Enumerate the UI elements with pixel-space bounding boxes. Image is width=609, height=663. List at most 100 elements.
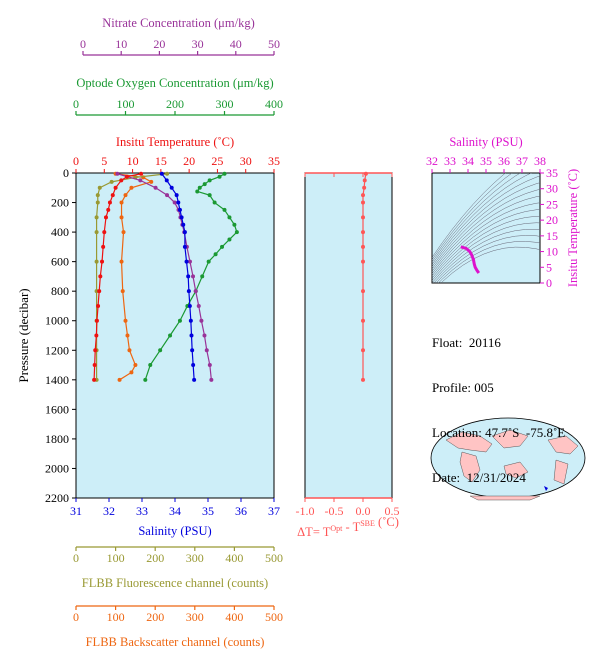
dt-tick-label: -0.5 <box>325 504 344 518</box>
pressure-tick-label: 0 <box>63 166 69 180</box>
density-contour <box>432 202 540 277</box>
dt-tick-label: -1.0 <box>296 504 315 518</box>
fluorescence-tick-label: 100 <box>107 551 125 565</box>
density-contour <box>440 246 540 283</box>
salinity-tick-label: 37 <box>268 504 280 518</box>
salinity-tick-label: 33 <box>136 504 148 518</box>
oxygen-point <box>222 171 227 176</box>
oxygen-point <box>148 363 153 368</box>
temperature-point <box>103 215 108 220</box>
dt-point <box>361 244 365 249</box>
pressure-tick-label: 600 <box>51 255 69 269</box>
ts-temperature-tick-label: 0 <box>546 276 552 290</box>
pressure-tick-label: 1600 <box>45 402 69 416</box>
backscatter-point <box>119 215 124 220</box>
fluorescence-tick-label: 200 <box>146 551 164 565</box>
density-contour <box>432 195 540 275</box>
fluorescence-point <box>165 171 170 176</box>
oxygen-point <box>143 377 148 382</box>
pressure-tick-label: 800 <box>51 284 69 298</box>
nitrate-tick-label: 10 <box>115 37 127 51</box>
pressure-tick-label: 1000 <box>45 314 69 328</box>
oxygen-point <box>197 185 202 190</box>
dt-point <box>361 215 365 220</box>
salinity-tick-label: 31 <box>70 504 82 518</box>
oxygen-point <box>177 318 182 323</box>
temperature-point <box>119 178 124 183</box>
dt-point <box>361 318 365 323</box>
salinity-tick-label: 35 <box>202 504 214 518</box>
dt-tick-label: 0.5 <box>385 504 400 518</box>
nitrate-point <box>191 274 196 279</box>
main-panel <box>75 172 275 499</box>
salinity-point <box>187 303 192 308</box>
date-value: 12/31/2024 <box>466 470 526 485</box>
backscatter-point <box>120 289 125 294</box>
oxygen-point <box>206 259 211 264</box>
dt-point <box>362 185 367 190</box>
oxygen-point <box>200 274 205 279</box>
dt-point <box>361 377 365 382</box>
fluorescence-point <box>94 230 99 235</box>
salinity-point <box>192 377 197 382</box>
temperature-point <box>102 230 107 235</box>
pressure-tick-label: 2200 <box>45 491 69 505</box>
oxygen-point <box>212 200 217 205</box>
nitrate-point <box>209 377 214 382</box>
salinity-point <box>181 222 186 227</box>
fluorescence-tick-label: 300 <box>186 551 204 565</box>
ts-temperature-tick-label: 15 <box>546 229 558 243</box>
dt-point <box>361 193 365 198</box>
density-contour <box>432 173 521 263</box>
oxygen-point <box>158 348 163 353</box>
salinity-axis-title: Salinity (PSU) <box>138 524 211 538</box>
temperature-tick-label: 10 <box>127 154 139 168</box>
ts-salinity-tick-label: 32 <box>426 154 438 168</box>
nitrate-tick-label: 40 <box>230 37 242 51</box>
backscatter-point <box>127 348 132 353</box>
density-contour <box>432 216 540 281</box>
nitrate-axis-title: Nitrate Concentration (μm/kg) <box>102 16 255 30</box>
salinity-point <box>179 215 184 220</box>
oxygen-point <box>227 237 232 242</box>
oxygen-tick-label: 300 <box>216 97 234 111</box>
oxygen-point <box>222 207 227 212</box>
nitrate-point <box>165 193 170 198</box>
nitrate-point <box>196 303 201 308</box>
oxygen-point <box>217 174 222 179</box>
nitrate-point <box>172 200 177 205</box>
location-value: 47.7˚S -75.8˚E <box>485 425 566 440</box>
density-contour <box>432 173 532 265</box>
oxygen-point <box>234 230 239 235</box>
fluorescence-tick-label: 500 <box>265 551 283 565</box>
oxygen-point <box>220 244 225 249</box>
salinity-point <box>186 274 191 279</box>
density-contour <box>432 182 540 270</box>
backscatter-point <box>117 377 122 382</box>
backscatter-line <box>115 173 153 381</box>
pressure-axis-label: Pressure (decibar) <box>16 288 31 382</box>
backscatter-point <box>125 333 130 338</box>
temperature-point <box>100 259 105 264</box>
temperature-point <box>94 318 99 323</box>
salinity-point <box>176 200 181 205</box>
ts-salinity-tick-label: 33 <box>444 154 456 168</box>
backscatter-tick-label: 300 <box>186 610 204 624</box>
ts-temperature-tick-label: 35 <box>546 166 558 180</box>
temperature-point <box>110 193 115 198</box>
salinity-tick-label: 36 <box>235 504 247 518</box>
backscatter-point <box>123 193 128 198</box>
salinity-point <box>184 259 189 264</box>
oxygen-tick-label: 100 <box>117 97 135 111</box>
pressure-tick-label: 1400 <box>45 373 69 387</box>
dt-point <box>361 289 365 294</box>
ts-salinity-tick-label: 34 <box>462 154 474 168</box>
salinity-point <box>174 193 179 198</box>
oxygen-tick-label: 200 <box>166 97 184 111</box>
fluorescence-point <box>95 193 100 198</box>
oxygen-point <box>202 182 207 187</box>
dt-point <box>361 230 365 235</box>
backscatter-tick-label: 100 <box>107 610 125 624</box>
ts-temperature-axis-title: Insitu Temperature (˚C) <box>566 169 580 287</box>
